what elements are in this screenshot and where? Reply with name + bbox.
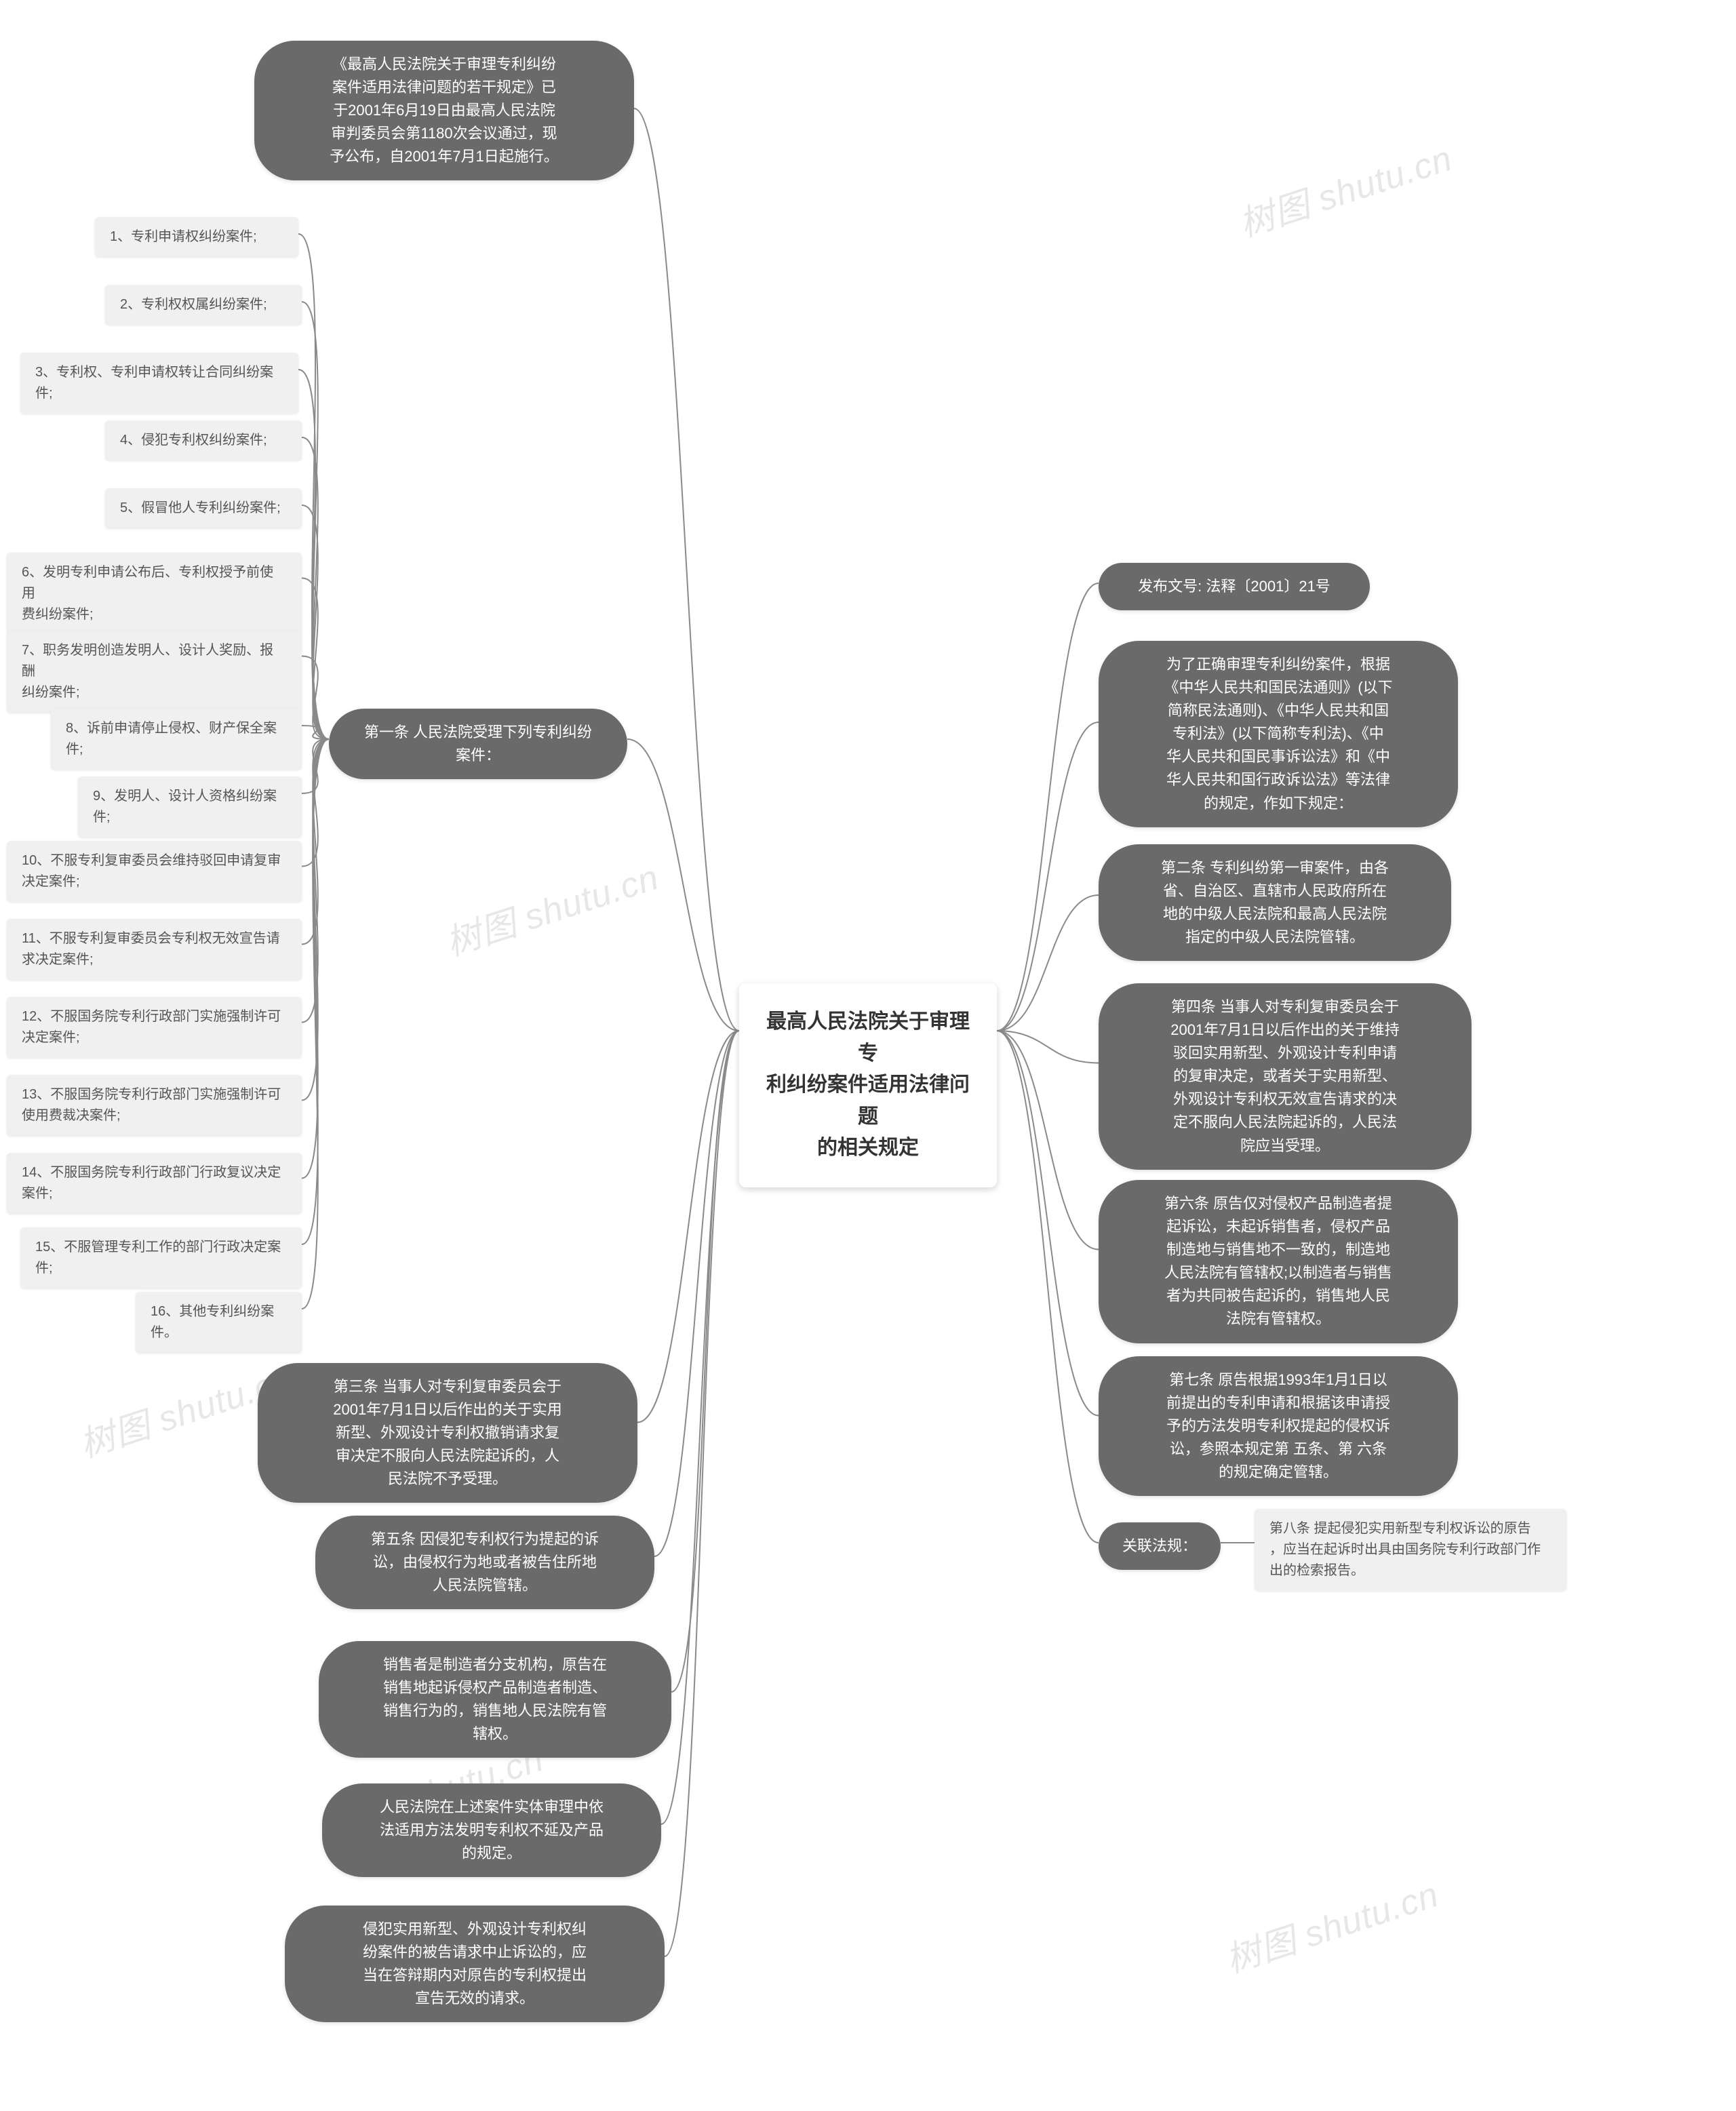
mindmap-node-a1_11: 11、不服专利复审委员会专利权无效宣告请求决定案件; bbox=[7, 919, 302, 980]
mindmap-node-n_method: 人民法院在上述案件实体审理中依法适用方法发明专利权不延及产品的规定。 bbox=[322, 1783, 661, 1877]
edge bbox=[665, 1031, 739, 1956]
edge bbox=[654, 1031, 739, 1556]
edge bbox=[997, 895, 1099, 1031]
mindmap-node-n_purpose: 为了正确审理专利纠纷案件，根据《中华人民共和国民法通则》(以下简称民法通则)、《… bbox=[1099, 641, 1458, 827]
mindmap-node-a1_8: 8、诉前申请停止侵权、财产保全案件; bbox=[51, 709, 302, 770]
mindmap-node-a1_12: 12、不服国务院专利行政部门实施强制许可决定案件; bbox=[7, 997, 302, 1058]
edge bbox=[997, 1031, 1099, 1250]
mindmap-node-a1_2: 2、专利权权属纠纷案件; bbox=[105, 285, 302, 325]
mindmap-node-n_art3: 第三条 当事人对专利复审委员会于2001年7月1日以后作出的关于实用新型、外观设… bbox=[258, 1363, 637, 1503]
mindmap-node-n_docnum: 发布文号: 法释〔2001〕21号 bbox=[1099, 563, 1370, 610]
mindmap-node-n_art6: 第六条 原告仅对侵权产品制造者提起诉讼，未起诉销售者，侵权产品制造地与销售地不一… bbox=[1099, 1180, 1458, 1343]
mindmap-node-n_art7: 第七条 原告根据1993年1月1日以前提出的专利申请和根据该申请授予的方法发明专… bbox=[1099, 1356, 1458, 1496]
mindmap-node-n_art1: 第一条 人民法院受理下列专利纠纷案件： bbox=[329, 709, 627, 779]
mindmap-node-a1_3: 3、专利权、专利申请权转让合同纠纷案件; bbox=[20, 353, 298, 414]
mindmap-node-a1_13: 13、不服国务院专利行政部门实施强制许可使用费裁决案件; bbox=[7, 1075, 302, 1136]
mindmap-node-a1_14: 14、不服国务院专利行政部门行政复议决定案件; bbox=[7, 1153, 302, 1214]
mindmap-node-n_sell: 销售者是制造者分支机构，原告在销售地起诉侵权产品制造者制造、销售行为的，销售地人… bbox=[319, 1641, 671, 1758]
edge bbox=[302, 739, 329, 1244]
mindmap-node-n_related_label: 关联法规： bbox=[1099, 1522, 1221, 1570]
mindmap-node-a1_15: 15、不服管理专利工作的部门行政决定案件; bbox=[20, 1227, 302, 1288]
mindmap-node-n_art8: 第八条 提起侵犯实用新型专利权诉讼的原告，应当在起诉时出具由国务院专利行政部门作… bbox=[1255, 1509, 1566, 1591]
edge bbox=[634, 108, 739, 1031]
edge bbox=[997, 722, 1099, 1031]
mindmap-node-n_intro: 《最高人民法院关于审理专利纠纷案件适用法律问题的若干规定》已于2001年6月19… bbox=[254, 41, 634, 180]
mindmap-node-n_defend: 侵犯实用新型、外观设计专利权纠纷案件的被告请求中止诉讼的，应当在答辩期内对原告的… bbox=[285, 1906, 665, 2022]
edge bbox=[997, 1031, 1099, 1416]
mindmap-node-n_art5: 第五条 因侵犯专利权行为提起的诉讼，由侵权行为地或者被告住所地人民法院管辖。 bbox=[315, 1516, 654, 1609]
edge bbox=[661, 1031, 739, 1824]
edge bbox=[671, 1031, 739, 1692]
edge bbox=[627, 739, 739, 1031]
mindmap-node-a1_1: 1、专利申请权纠纷案件; bbox=[95, 217, 298, 257]
mindmap-node-a1_4: 4、侵犯专利权纠纷案件; bbox=[105, 420, 302, 460]
mindmap-node-a1_7: 7、职务发明创造发明人、设计人奖励、报酬纠纷案件; bbox=[7, 631, 302, 713]
mindmap-node-a1_5: 5、假冒他人专利纠纷案件; bbox=[105, 488, 302, 528]
mindmap-node-a1_10: 10、不服专利复审委员会维持驳回申请复审决定案件; bbox=[7, 841, 302, 902]
mindmap-node-a1_9: 9、发明人、设计人资格纠纷案件; bbox=[78, 776, 302, 837]
mindmap-node-n_art2: 第二条 专利纠纷第一审案件，由各省、自治区、直辖市人民政府所在地的中级人民法院和… bbox=[1099, 844, 1451, 961]
mindmap-node-a1_16: 16、其他专利纠纷案件。 bbox=[136, 1292, 302, 1353]
mindmap-node-n_art4: 第四条 当事人对专利复审委员会于2001年7月1日以后作出的关于维持驳回实用新型… bbox=[1099, 983, 1472, 1170]
mindmap-node-a1_6: 6、发明专利申请公布后、专利权授予前使用费纠纷案件; bbox=[7, 553, 302, 635]
edge bbox=[302, 739, 329, 1309]
mindmap-node-root: 最高人民法院关于审理专利纠纷案件适用法律问题的相关规定 bbox=[739, 983, 997, 1187]
edge bbox=[997, 1031, 1099, 1543]
